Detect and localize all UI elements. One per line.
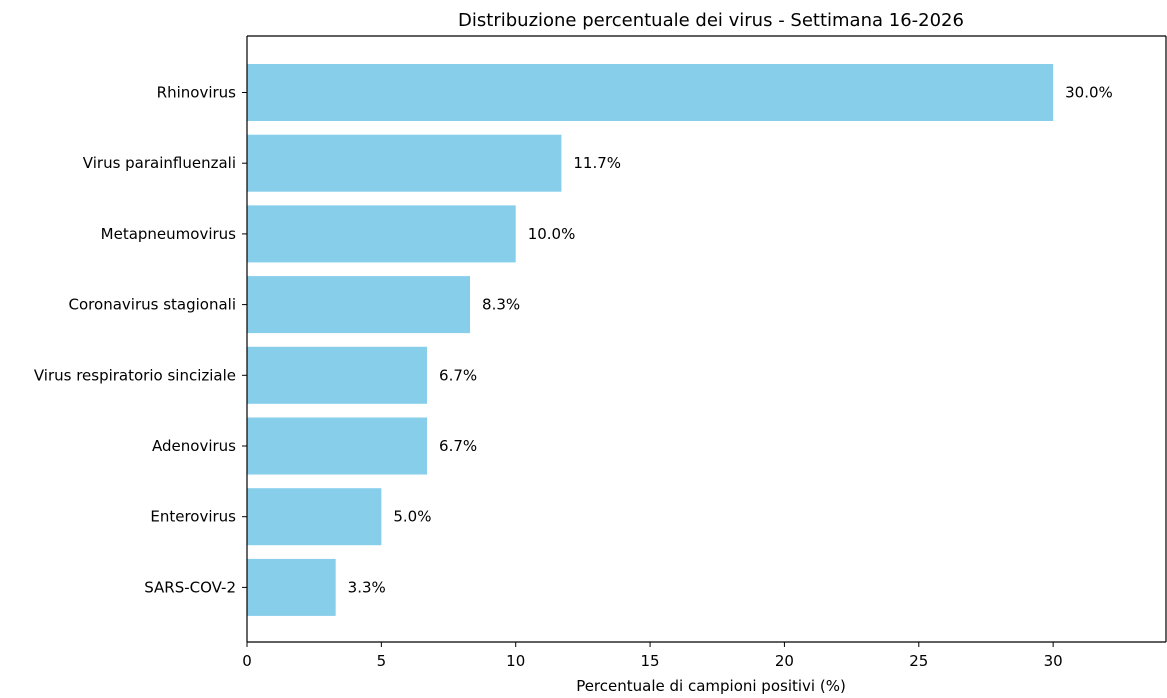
y-tick-label: Rhinovirus bbox=[157, 84, 236, 102]
y-tick-label: Adenovirus bbox=[152, 437, 236, 455]
x-tick-label: 25 bbox=[909, 652, 928, 670]
bar-value-label: 5.0% bbox=[393, 508, 431, 526]
bar-labels-group: 30.0% 11.7% 10.0% 8.3% 6.7% 6.7% 5.0% 3.3% bbox=[348, 84, 1113, 597]
bar-value-label: 6.7% bbox=[439, 366, 477, 384]
y-tick-label: Virus parainfluenzali bbox=[83, 154, 236, 172]
x-tick-label: 20 bbox=[775, 652, 794, 670]
bar-value-label: 8.3% bbox=[482, 296, 520, 314]
y-axis-ticks: Rhinovirus Virus parainfluenzali Metapneum… bbox=[34, 84, 247, 596]
x-tick-label: 0 bbox=[242, 652, 252, 670]
bar bbox=[247, 134, 562, 192]
bar-value-label: 30.0% bbox=[1065, 84, 1113, 102]
bar bbox=[247, 488, 382, 546]
y-tick-label: Metapneumovirus bbox=[101, 225, 237, 243]
y-tick-label: Virus respiratorio sinciziale bbox=[34, 366, 236, 384]
bars-group bbox=[247, 64, 1054, 616]
x-tick-label: 5 bbox=[377, 652, 387, 670]
axes-frame bbox=[246, 35, 1167, 643]
x-tick-label: 10 bbox=[506, 652, 525, 670]
bar bbox=[247, 64, 1054, 121]
bar bbox=[247, 558, 336, 616]
x-axis-ticks: 0 5 10 15 20 25 30 bbox=[242, 642, 1063, 670]
x-tick-label: 15 bbox=[641, 652, 660, 670]
bar bbox=[247, 276, 471, 334]
bar bbox=[247, 205, 516, 263]
y-tick-label: Coronavirus stagionali bbox=[69, 296, 236, 314]
x-tick-label: 30 bbox=[1044, 652, 1063, 670]
bar-value-label: 6.7% bbox=[439, 437, 477, 455]
bar-value-label: 11.7% bbox=[573, 154, 621, 172]
bar-value-label: 3.3% bbox=[348, 578, 386, 596]
y-tick-label: SARS-COV-2 bbox=[144, 578, 236, 596]
x-axis-label: Percentuale di campioni positivi (%) bbox=[576, 677, 846, 695]
bar-value-label: 10.0% bbox=[528, 225, 576, 243]
bar bbox=[247, 346, 428, 404]
y-tick-label: Enterovirus bbox=[150, 508, 236, 526]
chart-title: Distribuzione percentuale dei virus - Se… bbox=[458, 10, 964, 31]
bar bbox=[247, 417, 428, 475]
